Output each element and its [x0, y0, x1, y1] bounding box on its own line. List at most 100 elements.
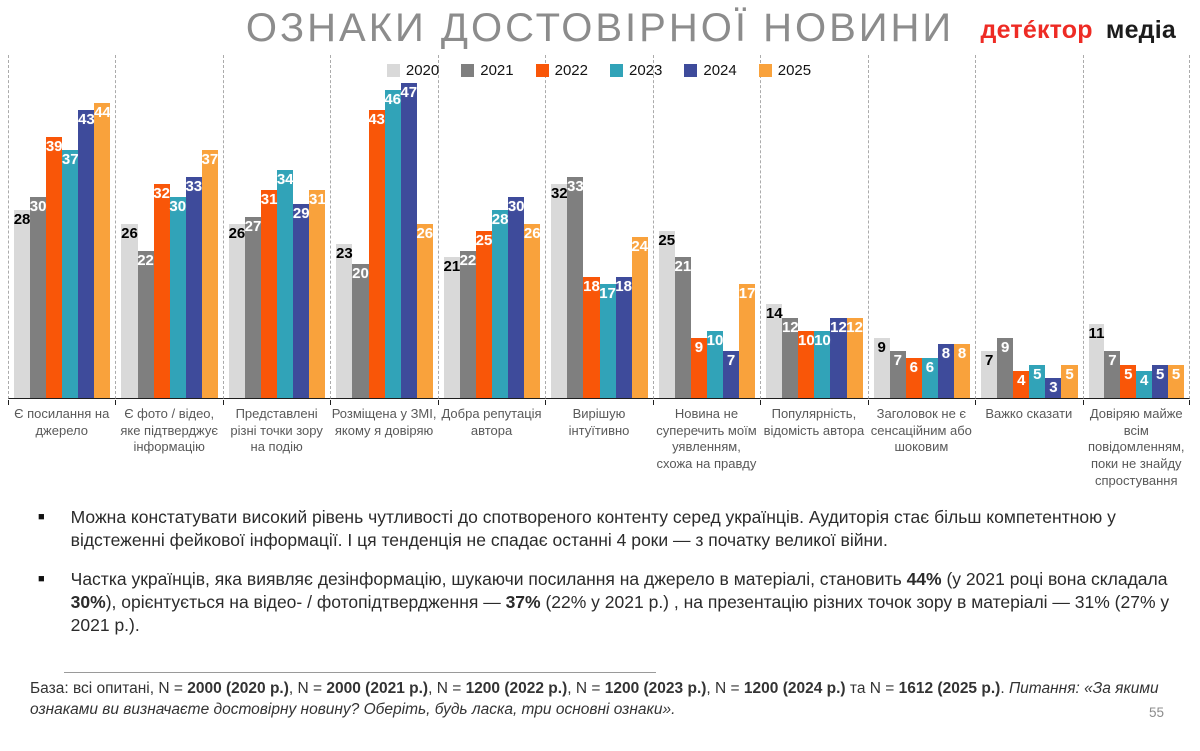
legend-swatch-2023 — [610, 64, 623, 77]
value-label: 14 — [765, 305, 783, 323]
category-label: Заголовок не є сенсаційним або шоковим — [870, 406, 972, 455]
value-label: 31 — [308, 191, 326, 209]
category-label: Є фото / відео, яке підтверджує інформац… — [120, 406, 219, 455]
bar-2025: 5 — [1061, 364, 1078, 398]
bar-2021: 27 — [245, 217, 261, 398]
value-label: 10 — [798, 332, 815, 349]
value-label: 26 — [228, 224, 246, 242]
page-number: 55 — [1148, 705, 1164, 720]
category-label: Популярність, відомість автора — [763, 406, 865, 438]
bar-2023: 34 — [277, 170, 294, 398]
bar-2021: 21 — [674, 257, 691, 398]
text-segment: , N = — [706, 680, 744, 697]
bar-2023: 28 — [492, 210, 508, 398]
category-label: Вирішую інтуїтивно — [568, 406, 630, 438]
value-label: 12 — [846, 318, 863, 336]
bar-2020: 32 — [551, 183, 568, 398]
bar-2023: 46 — [384, 89, 401, 398]
value-label: 37 — [201, 151, 219, 169]
text-segment: 1200 (2024 р.) — [743, 680, 846, 697]
bar-2023: 37 — [62, 150, 79, 398]
bar-2022: 43 — [368, 109, 385, 398]
value-label: 25 — [658, 231, 676, 249]
legend-label: 2021 — [480, 62, 514, 79]
value-label: 10 — [814, 332, 831, 349]
legend-swatch-2021 — [461, 64, 475, 77]
bar-2025: 24 — [631, 237, 648, 398]
value-label: 43 — [368, 110, 385, 128]
bar-2021: 30 — [30, 197, 46, 398]
value-label: 32 — [153, 184, 170, 202]
legend-item-2023: 2023 — [610, 62, 662, 79]
text-segment: 1200 (2023 р.) — [604, 680, 707, 697]
value-label: 23 — [336, 244, 353, 262]
bar-group: 26 27 31 34 29 31 Представлені різні точки зор… — [222, 55, 331, 489]
bar-2025: 37 — [202, 150, 218, 398]
value-label: 25 — [475, 231, 493, 249]
legend-item-2021: 2021 — [461, 62, 514, 79]
value-label: 9 — [877, 338, 886, 356]
value-label: 5 — [1124, 365, 1133, 383]
value-label: 5 — [1155, 365, 1165, 383]
category-label: Важко сказати — [985, 406, 1073, 421]
bar-2022: 32 — [153, 183, 170, 398]
bar-2023: 4 — [1136, 371, 1153, 398]
value-label: 27 — [244, 218, 262, 236]
brand-logo: детéктор медіа — [981, 16, 1176, 45]
page-title: ОЗНАКИ ДОСТОВІРНОЇ НОВИНИ — [245, 6, 955, 50]
legend-item-2024: 2024 — [684, 62, 737, 79]
value-label: 31 — [260, 191, 278, 209]
text-segment: 1612 (2025 р.) — [898, 680, 1001, 697]
value-label: 28 — [13, 211, 31, 229]
bar-2022: 9 — [690, 337, 707, 398]
value-label: 12 — [830, 318, 847, 336]
bar-2020: 28 — [14, 210, 30, 398]
value-label: 21 — [443, 258, 461, 276]
value-label: 33 — [185, 177, 203, 195]
value-label: 12 — [781, 318, 799, 336]
bar-2025: 31 — [308, 190, 326, 398]
category-label: Є посилання на джерело — [14, 406, 110, 438]
value-label: 7 — [893, 352, 902, 370]
category-label: Довіряю майже всім повідомленням, поки н… — [1087, 406, 1185, 488]
chart-legend: 2020 2021 2022 2023 2024 2025 — [8, 62, 1190, 79]
category-label: Добра репутація автора — [441, 406, 542, 438]
bar-group-bars: 21 22 25 28 30 26 — [437, 55, 546, 405]
bar-group-bars: 26 22 32 30 33 37 — [115, 55, 223, 405]
legend-swatch-2022 — [535, 64, 549, 77]
brand-logo-media: медіа — [1105, 16, 1176, 44]
bar-2021: 20 — [352, 264, 369, 398]
bar-group-bars: 14 12 10 10 12 12 — [760, 55, 868, 405]
value-label: 7 — [1108, 352, 1117, 370]
bar-group: 14 12 10 10 12 12 Популярність, відомість авто… — [760, 55, 868, 489]
legend-item-2025: 2025 — [758, 62, 811, 79]
bar-2023: 17 — [599, 284, 616, 398]
bullet-item: ■ Можна констатувати високий рівень чутли… — [38, 506, 1170, 553]
bar-2021: 22 — [459, 250, 477, 398]
bar-group-bars: 23 20 43 46 47 26 — [330, 55, 438, 405]
value-label: 22 — [459, 251, 477, 269]
bar-2021: 22 — [137, 250, 154, 398]
bullet-marker-icon: ■ — [38, 572, 45, 585]
legend-swatch-2024 — [684, 64, 698, 77]
value-label: 39 — [45, 137, 63, 155]
value-label: 5 — [1065, 365, 1074, 383]
bar-group: 23 20 43 46 47 26 Розміщена у ЗМІ, якому я дов… — [330, 55, 438, 489]
text-segment: 44% — [906, 568, 942, 589]
value-label: 30 — [169, 198, 187, 215]
bar-group: 7 9 4 5 3 5 Важко сказати — [975, 55, 1083, 489]
bar-2023: 30 — [169, 197, 187, 398]
bullet-marker-icon: ■ — [38, 511, 45, 523]
bar-group: 25 21 9 10 7 17 Новина не суперечить моїм уявл… — [652, 55, 761, 489]
bar-group-bars: 32 33 18 17 18 24 — [545, 55, 653, 405]
value-label: 26 — [416, 224, 434, 242]
bar-group: 11 7 5 4 5 5 Довіряю майже всім повідомленням,… — [1082, 55, 1191, 489]
text-segment: Частка українців, яка виявляє дезінформа… — [70, 568, 907, 589]
bar-2022: 31 — [261, 190, 277, 398]
bar-2020: 7 — [981, 351, 998, 398]
value-label: 28 — [491, 211, 509, 229]
bar-2022: 4 — [1013, 371, 1030, 398]
chart-plot-area: 28 30 39 37 43 44 Є посилання на джерело 26 22 32… — [8, 55, 1191, 489]
